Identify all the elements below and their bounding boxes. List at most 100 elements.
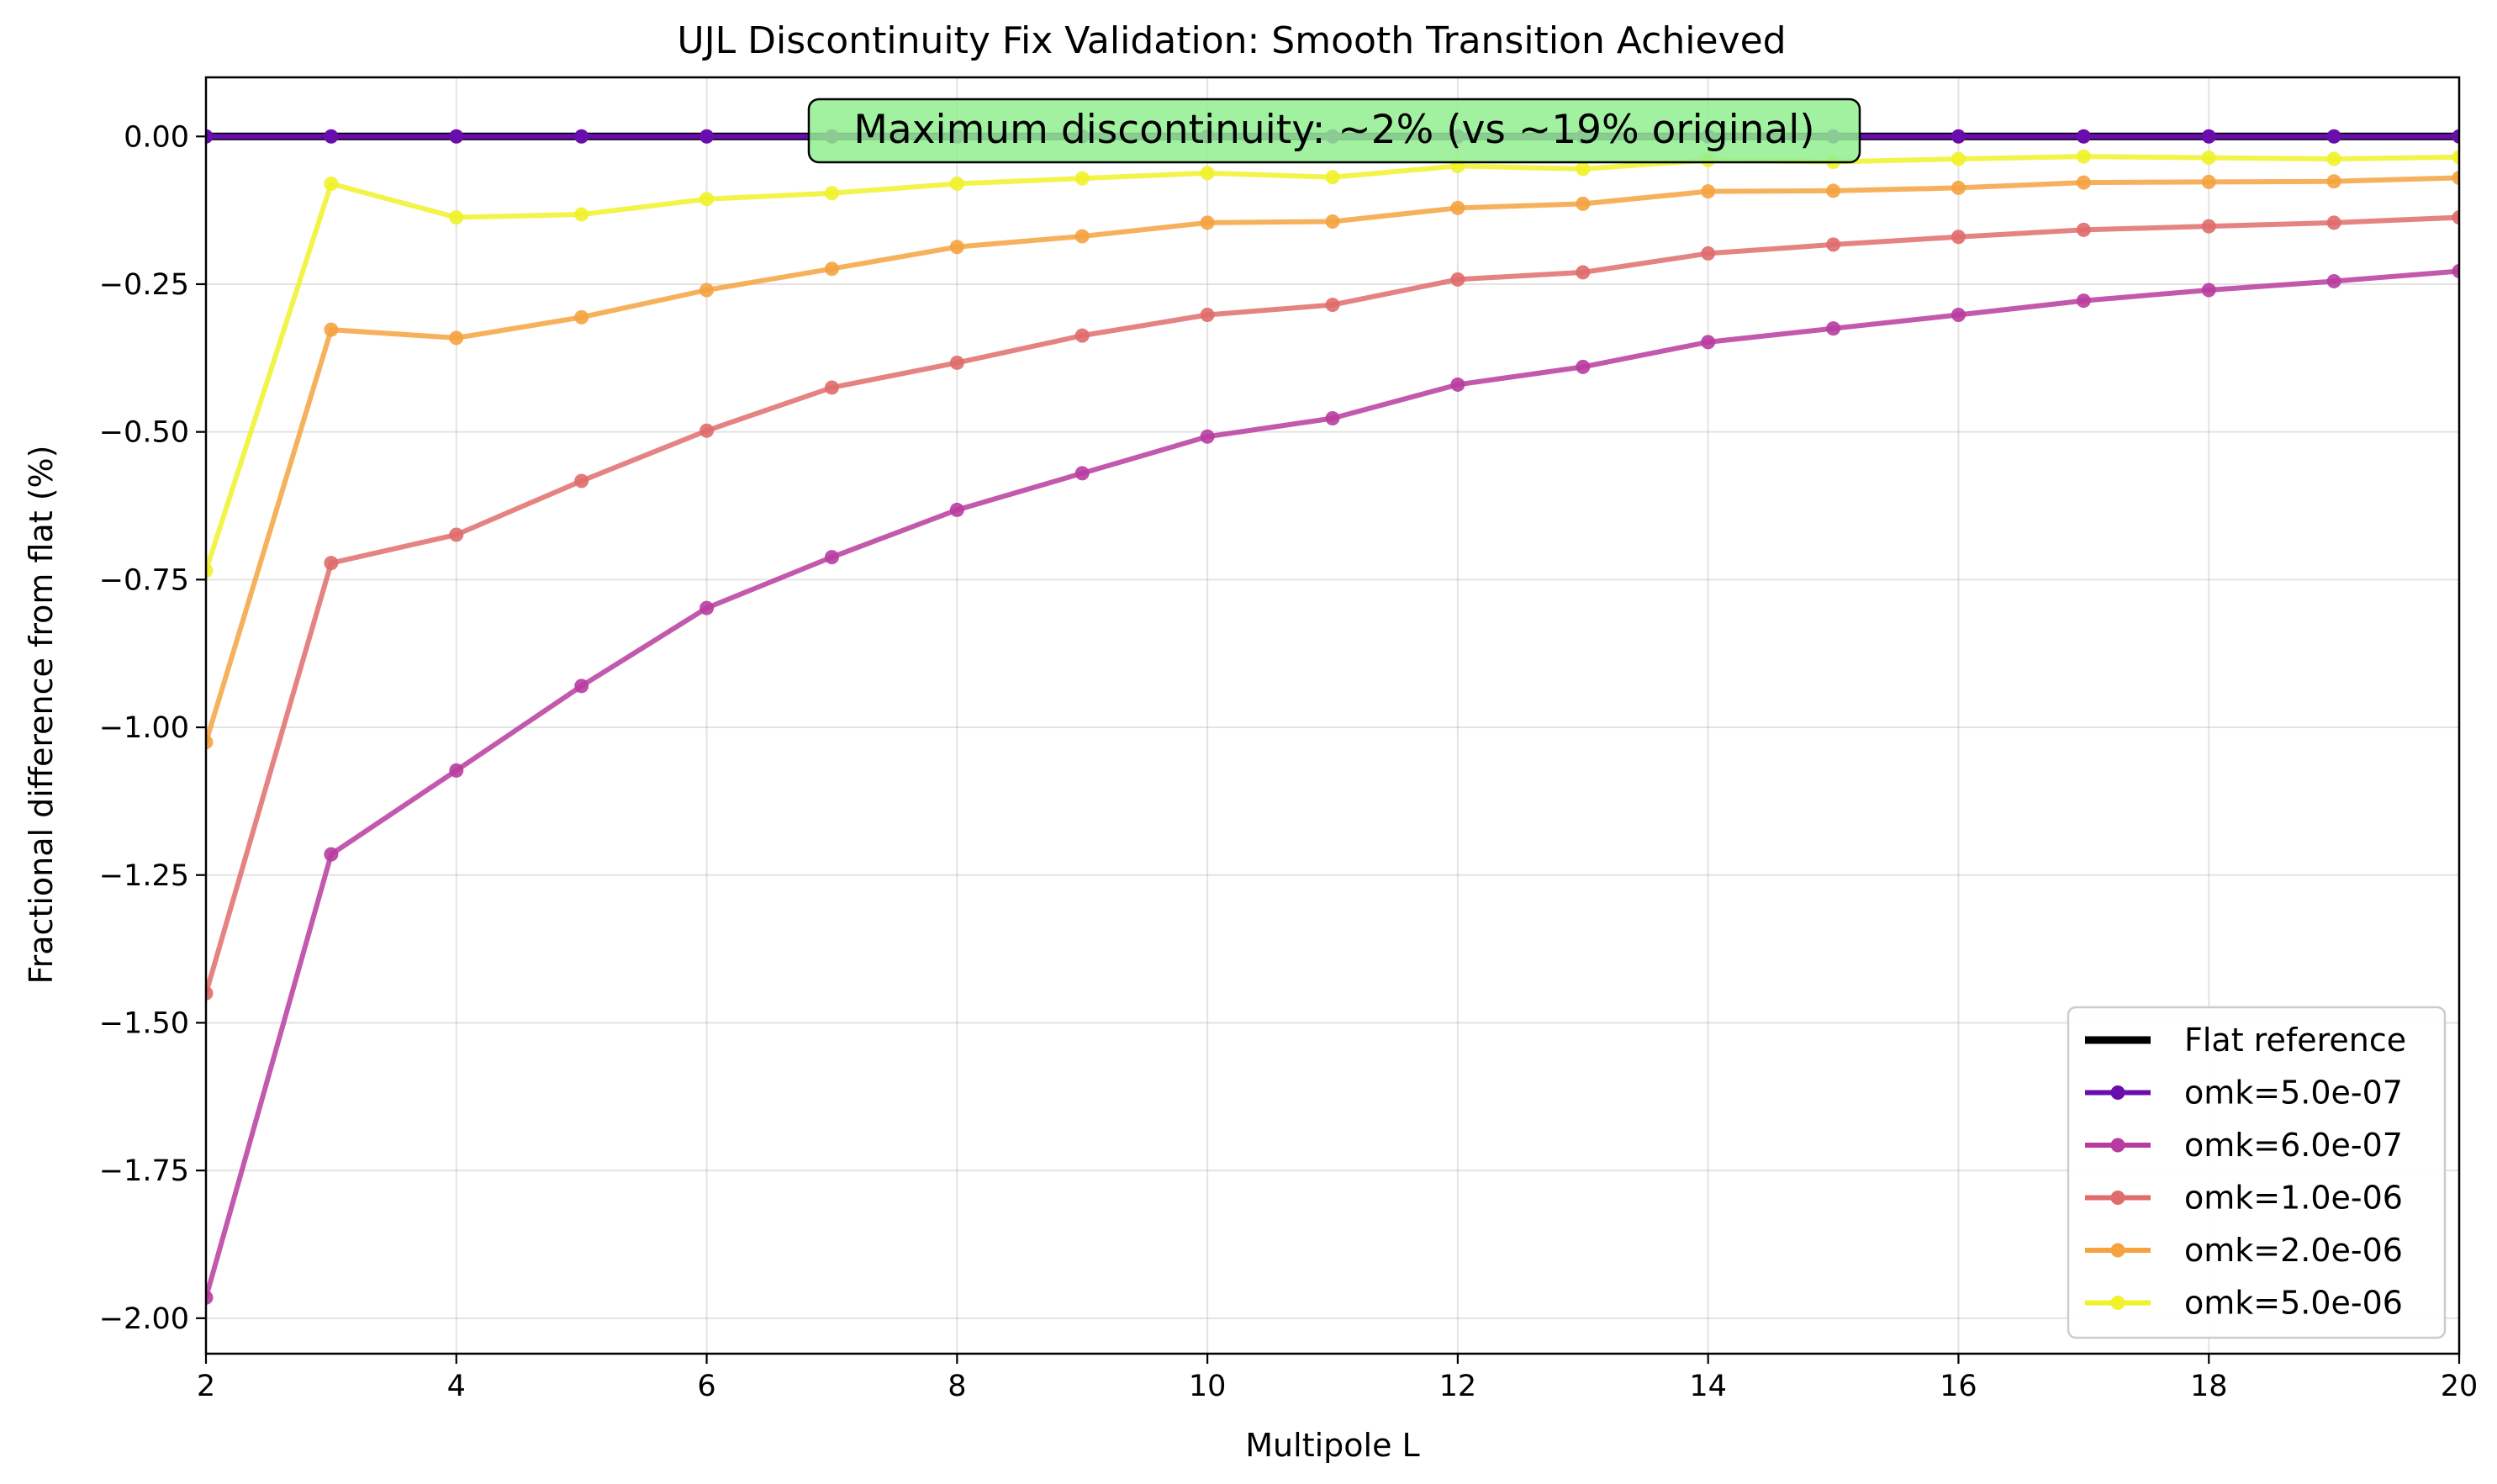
data-point [2452, 210, 2459, 225]
data-point [699, 192, 715, 207]
y-tick-label: −1.75 [99, 1154, 189, 1188]
data-point [1576, 359, 1591, 374]
data-point [824, 186, 839, 201]
legend-marker [2110, 1243, 2125, 1258]
data-point [574, 129, 589, 144]
annotation: Maximum discontinuity: ~2% (vs ~19% orig… [807, 98, 1861, 164]
data-point [324, 177, 339, 191]
series-omk=1.0e-06 [206, 210, 2459, 1001]
y-tick-label: 0.00 [124, 120, 189, 154]
data-point [1826, 237, 1841, 252]
data-point [449, 527, 464, 542]
data-point [2201, 283, 2216, 298]
x-tick-label: 6 [697, 1370, 715, 1403]
data-point [1701, 335, 1716, 350]
legend-marker [2110, 1296, 2125, 1310]
data-point [2076, 293, 2091, 309]
data-point [1576, 161, 1591, 177]
data-point [699, 283, 715, 298]
legend: Flat reference omk=5.0e-07 omk=6.0e-07 omk=… [2067, 1006, 2447, 1339]
data-point [1200, 429, 1215, 444]
data-point [574, 207, 589, 222]
x-tick-label: 8 [948, 1370, 966, 1403]
data-point [449, 330, 464, 346]
data-point [1701, 184, 1716, 199]
x-tick-label: 14 [1689, 1370, 1727, 1403]
data-point [2076, 175, 2091, 190]
data-point [949, 177, 964, 191]
data-point [1576, 196, 1591, 211]
x-tick-label: 20 [2441, 1370, 2479, 1403]
data-point [2452, 129, 2459, 144]
legend-label: Flat reference [2184, 1022, 2406, 1059]
data-point [699, 423, 715, 438]
data-point [1325, 170, 1340, 185]
data-point [1325, 411, 1340, 426]
data-point [574, 679, 589, 694]
annotation-box [807, 98, 1861, 164]
x-axis-label: Multipole L [1245, 1427, 1419, 1464]
data-point [1074, 171, 1090, 186]
x-tick-label: 2 [197, 1370, 215, 1403]
data-point [206, 129, 214, 144]
data-point [824, 261, 839, 277]
data-point [2076, 149, 2091, 164]
x-tick-label: 16 [1940, 1370, 1977, 1403]
data-point [206, 985, 214, 1001]
data-point [2452, 150, 2459, 165]
data-point [1951, 129, 1966, 144]
data-point [1074, 466, 1090, 481]
data-point [1951, 308, 1966, 323]
data-point [1200, 166, 1215, 181]
data-point [449, 129, 464, 144]
data-point [1951, 230, 1966, 245]
data-point [1450, 377, 1465, 392]
data-point [1074, 229, 1090, 244]
data-point [824, 550, 839, 565]
y-tick-label: −1.50 [99, 1006, 189, 1040]
data-point [206, 1290, 214, 1305]
data-point [574, 473, 589, 489]
legend-label: omk=1.0e-06 [2184, 1180, 2403, 1217]
legend-label: omk=5.0e-06 [2184, 1285, 2403, 1322]
data-point [2452, 170, 2459, 185]
legend-label: omk=5.0e-07 [2184, 1075, 2403, 1112]
legend-marker [2110, 1138, 2125, 1153]
data-point [824, 380, 839, 395]
data-point [449, 763, 464, 778]
data-point [324, 847, 339, 862]
series-omk=6.0e-07 [206, 264, 2459, 1305]
data-point [949, 502, 964, 517]
data-point [699, 129, 715, 144]
data-point [2076, 129, 2091, 144]
series-omk=2.0e-06 [206, 170, 2459, 750]
data-point [949, 355, 964, 370]
data-point [574, 309, 589, 325]
x-tick-label: 4 [447, 1370, 466, 1403]
ticks: 2 4 6 8 10 12 14 16 18 20 0.00 −0.25 −0.50 −0.75 −1.00… [99, 120, 2479, 1403]
data-point [2326, 151, 2341, 166]
data-point [1074, 328, 1090, 343]
legend-marker [2110, 1191, 2125, 1205]
y-tick-label: −1.25 [99, 859, 189, 893]
data-point [324, 556, 339, 571]
y-tick-label: −0.75 [99, 563, 189, 597]
x-tick-label: 18 [2190, 1370, 2228, 1403]
plot-area: Maximum discontinuity: ~2% (vs ~19% orig… [206, 77, 2459, 1354]
data-point [1701, 246, 1716, 261]
data-point [949, 240, 964, 255]
data-point [2201, 174, 2216, 189]
y-axis-label: Fractional difference from flat (%) [23, 446, 60, 985]
series-lines [206, 129, 2459, 1305]
chart-title: UJL Discontinuity Fix Validation: Smooth… [677, 19, 1786, 62]
data-point [1200, 308, 1215, 323]
y-tick-label: −0.25 [99, 268, 189, 302]
data-point [206, 735, 214, 750]
data-point [1826, 183, 1841, 198]
data-point [2452, 264, 2459, 279]
y-tick-label: −2.00 [99, 1302, 189, 1336]
annotation-text: Maximum discontinuity: ~2% (vs ~19% orig… [853, 107, 1814, 153]
data-point [2076, 222, 2091, 237]
data-point [1450, 272, 1465, 287]
data-point [1951, 151, 1966, 166]
